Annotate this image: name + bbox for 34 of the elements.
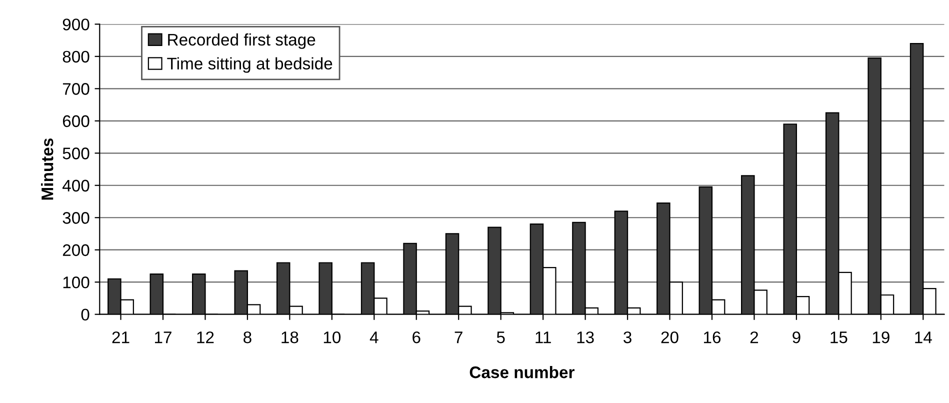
x-tick-label: 21 bbox=[112, 331, 130, 344]
x-tick-label: 12 bbox=[197, 331, 214, 344]
x-tick-label: 15 bbox=[830, 332, 848, 344]
x-tick-label: 20 bbox=[661, 331, 678, 344]
x-tick-label: 4 bbox=[370, 332, 378, 344]
x-tick-label: 7 bbox=[454, 332, 462, 344]
y-tick-label: 700 bbox=[62, 83, 90, 95]
x-tick-label: 9 bbox=[792, 331, 800, 344]
y-tick-label: 400 bbox=[62, 180, 90, 192]
x-tick-label: 18 bbox=[282, 331, 298, 344]
x-tick-label: 5 bbox=[496, 332, 505, 344]
y-tick-label: 500 bbox=[62, 148, 90, 160]
legend-label: Recorded first stage bbox=[168, 33, 316, 49]
x-tick-label: 17 bbox=[154, 332, 172, 344]
y-tick-label: 100 bbox=[63, 276, 90, 288]
x-tick-label: 6 bbox=[412, 331, 420, 344]
y-tick-label: 200 bbox=[62, 244, 90, 256]
y-axis-title: Minutes bbox=[41, 138, 54, 200]
y-tick-label: 0 bbox=[81, 308, 90, 321]
y-tick-label: 900 bbox=[62, 18, 90, 30]
x-tick-label: 16 bbox=[704, 331, 721, 344]
x-tick-label: 2 bbox=[750, 331, 758, 344]
legend-label: Time sitting at bedside bbox=[167, 57, 332, 73]
x-tick-label: 11 bbox=[536, 332, 551, 344]
y-tick-label: 800 bbox=[62, 50, 90, 63]
y-tick-label: 600 bbox=[62, 115, 90, 128]
x-axis-title: Case number bbox=[470, 366, 574, 378]
x-tick-label: 8 bbox=[244, 331, 252, 344]
y-tick-label: 300 bbox=[62, 212, 90, 224]
x-tick-label: 19 bbox=[872, 331, 890, 344]
x-tick-label: 3 bbox=[624, 331, 632, 344]
x-tick-label: 10 bbox=[324, 331, 341, 344]
x-tick-label: 13 bbox=[577, 331, 594, 344]
x-tick-label: 14 bbox=[915, 332, 932, 344]
